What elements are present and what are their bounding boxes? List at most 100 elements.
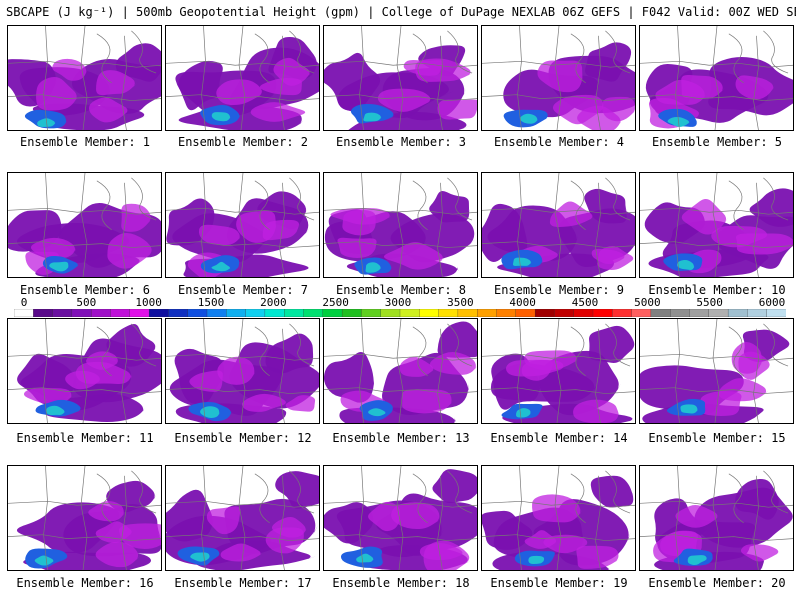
colorbar-swatch <box>226 309 247 317</box>
cape-map <box>324 466 477 570</box>
colorbar-tick-label: 2000 <box>260 296 287 309</box>
cape-map <box>166 173 319 277</box>
colorbar-swatch <box>438 309 459 317</box>
cape-map <box>482 319 635 423</box>
colorbar-swatch <box>129 309 150 317</box>
colorbar-tick-label: 2500 <box>322 296 349 309</box>
cape-map <box>8 466 161 570</box>
colorbar-swatch <box>399 309 420 317</box>
ensemble-map-panel <box>323 172 478 278</box>
colorbar-swatch <box>727 309 748 317</box>
ensemble-map-panel <box>7 318 162 424</box>
colorbar-swatch <box>573 309 594 317</box>
ensemble-member-label: Ensemble Member: 16 <box>16 576 154 590</box>
colorbar-swatch <box>747 309 768 317</box>
ensemble-map-panel <box>323 318 478 424</box>
colorbar-swatch <box>303 309 324 317</box>
ensemble-map-panel <box>323 465 478 571</box>
colorbar <box>14 309 786 317</box>
colorbar-tick-label: 3500 <box>447 296 474 309</box>
colorbar-swatch <box>496 309 517 317</box>
colorbar-ticks: 0 500 1000 1500 2000 2500 3000 3500 4000 4500 5000… <box>0 296 800 310</box>
ensemble-map-panel <box>165 172 320 278</box>
cape-map <box>640 466 793 570</box>
ensemble-map-panel <box>639 25 794 131</box>
colorbar-swatch <box>71 309 92 317</box>
cape-map <box>166 26 319 130</box>
colorbar-swatch <box>534 309 555 317</box>
ensemble-map-panel <box>481 318 636 424</box>
map-title: SBCAPE (J kg⁻¹) | 500mb Geopotential Hei… <box>6 5 796 19</box>
colorbar-tick-label: 0 <box>20 296 28 309</box>
colorbar-swatch <box>245 309 266 317</box>
ensemble-map-panel <box>481 172 636 278</box>
colorbar-swatch <box>689 309 710 317</box>
colorbar-swatch <box>91 309 111 317</box>
ensemble-map-panel <box>639 318 794 424</box>
colorbar-swatch <box>670 309 690 317</box>
colorbar-tick-label: 1500 <box>197 296 225 309</box>
ensemble-member-label: Ensemble Member: 12 <box>174 431 312 445</box>
ensemble-member-label: Ensemble Member: 18 <box>332 576 470 590</box>
ensemble-map-panel <box>7 172 162 278</box>
cape-map <box>324 319 477 423</box>
cape-map <box>482 466 635 570</box>
ensemble-map-panel <box>639 465 794 571</box>
colorbar-swatch <box>148 309 169 317</box>
colorbar-swatch <box>284 309 304 317</box>
cape-map <box>8 173 161 277</box>
colorbar-swatch <box>766 309 786 317</box>
ensemble-member-label: Ensemble Member: 1 <box>19 135 151 149</box>
ensemble-member-label: Ensemble Member: 7 <box>177 283 309 297</box>
colorbar-swatch <box>554 309 575 317</box>
colorbar-tick-label: 6000 <box>758 296 786 309</box>
ensemble-member-label: Ensemble Member: 6 <box>19 283 151 297</box>
colorbar-swatch <box>380 309 401 317</box>
cape-map <box>8 26 161 130</box>
cape-map <box>166 466 319 570</box>
cape-map <box>640 26 793 130</box>
ensemble-member-label: Ensemble Member: 17 <box>174 576 312 590</box>
colorbar-swatch <box>341 309 362 317</box>
colorbar-tick-label: 1000 <box>135 296 162 309</box>
ensemble-map-panel <box>165 25 320 131</box>
colorbar-swatch <box>187 309 208 317</box>
cape-map <box>482 26 635 130</box>
ensemble-map-panel <box>323 25 478 131</box>
cape-map <box>166 319 319 423</box>
colorbar-swatch <box>52 309 73 317</box>
colorbar-swatch <box>419 309 440 317</box>
cape-map <box>8 319 161 423</box>
ensemble-member-label: Ensemble Member: 8 <box>335 283 467 297</box>
colorbar-swatch <box>361 309 382 317</box>
colorbar-swatch <box>708 309 729 317</box>
ensemble-member-label: Ensemble Member: 14 <box>490 431 628 445</box>
ensemble-map-panel <box>7 25 162 131</box>
colorbar-tick-label: 500 <box>76 296 97 309</box>
colorbar-swatch <box>631 309 652 317</box>
ensemble-member-label: Ensemble Member: 4 <box>493 135 625 149</box>
ensemble-map-panel <box>165 318 320 424</box>
colorbar-tick-label: 4000 <box>509 296 536 309</box>
colorbar-tick-label: 5000 <box>634 296 661 309</box>
colorbar-swatch <box>33 309 54 317</box>
colorbar-swatch <box>457 309 478 317</box>
ensemble-member-label: Ensemble Member: 3 <box>335 135 467 149</box>
cape-map <box>324 26 477 130</box>
colorbar-swatch <box>168 309 189 317</box>
cape-map <box>324 173 477 277</box>
colorbar-swatch <box>592 309 613 317</box>
ensemble-member-label: Ensemble Member: 10 <box>648 283 786 297</box>
ensemble-member-label: Ensemble Member: 13 <box>332 431 470 445</box>
colorbar-tick-label: 5500 <box>696 296 723 309</box>
colorbar-tick-label: 3000 <box>384 296 412 309</box>
colorbar-swatch <box>515 309 536 317</box>
colorbar-swatch <box>264 309 285 317</box>
cape-map <box>482 173 635 277</box>
colorbar-swatch <box>14 309 34 317</box>
ensemble-map-panel <box>639 172 794 278</box>
ensemble-member-label: Ensemble Member: 5 <box>651 135 783 149</box>
ensemble-member-label: Ensemble Member: 2 <box>177 135 309 149</box>
colorbar-tick-label: 4500 <box>571 296 599 309</box>
ensemble-map-panel <box>481 25 636 131</box>
